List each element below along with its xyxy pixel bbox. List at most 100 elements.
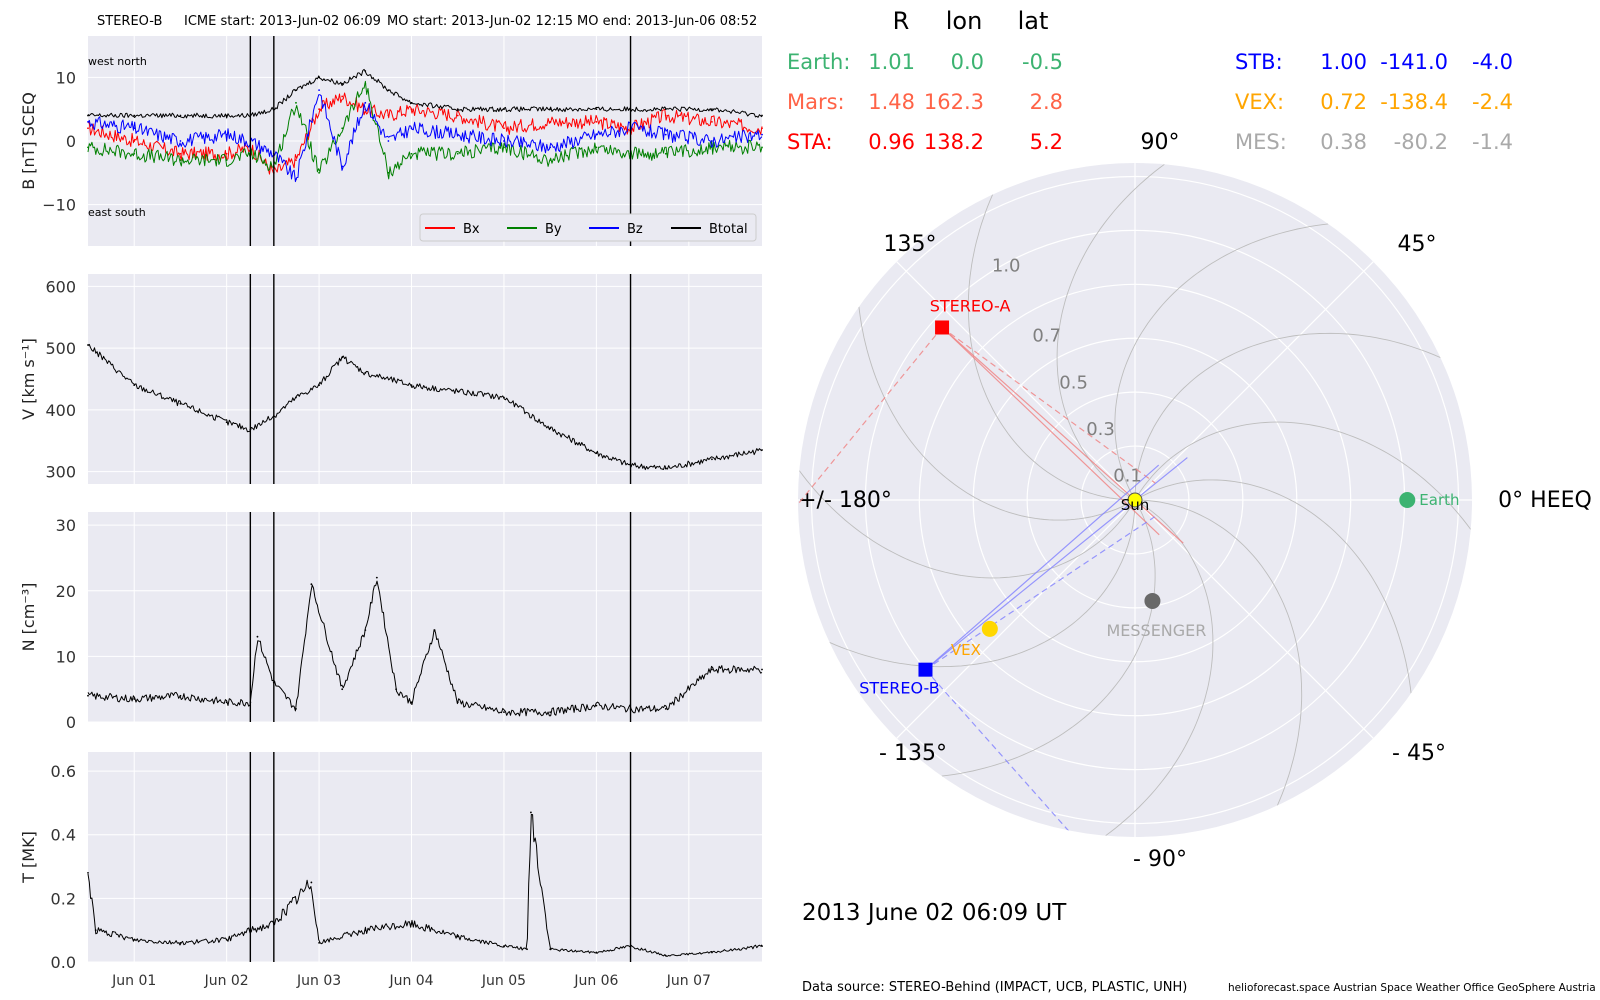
- table-row-left-lat: 2.8: [1030, 90, 1063, 114]
- angle-label-45: 45°: [1398, 232, 1437, 257]
- data-point: [318, 76, 320, 79]
- data-point: [456, 935, 459, 938]
- parker-spiral: [1114, 223, 1329, 501]
- sta-sunline: [941, 327, 1184, 544]
- x-tick-label: Jun 07: [666, 973, 711, 989]
- y-tick-label: 0.6: [51, 762, 76, 781]
- data-point: [87, 344, 89, 346]
- x-tick-label: Jun 06: [573, 973, 618, 989]
- header-spacecraft: STEREO-B: [97, 14, 162, 29]
- data-point: [410, 101, 413, 104]
- sta-fov-edge: [941, 327, 1160, 536]
- data-point: [318, 384, 320, 387]
- data-point: [133, 938, 136, 941]
- angle-label-m90: - 90°: [1133, 847, 1187, 872]
- data-point: [256, 635, 259, 638]
- data-point: [410, 922, 413, 925]
- data-point: [387, 171, 390, 174]
- data-point: [664, 467, 667, 470]
- data-point: [549, 146, 552, 149]
- data-point: [179, 942, 182, 944]
- data-point: [456, 114, 459, 117]
- table-header-lon: lon: [946, 7, 983, 35]
- data-point: [503, 146, 505, 149]
- data-point: [225, 114, 228, 117]
- data-point: [318, 171, 320, 174]
- data-point: [225, 421, 228, 424]
- data-point: [133, 384, 136, 387]
- header-icme-start: ICME start: 2013-Jun-02 06:09: [184, 14, 381, 29]
- x-tick-label: Jun 01: [111, 973, 156, 989]
- y-tick-label: 30: [56, 516, 76, 535]
- data-point: [549, 108, 552, 111]
- series-line-temperature: [87, 814, 763, 957]
- data-point: [395, 688, 398, 691]
- body-vex-label: VEX: [951, 641, 981, 659]
- data-point: [595, 951, 598, 954]
- series-line-velocity: [87, 343, 763, 471]
- data-point: [761, 127, 763, 130]
- data-point: [711, 458, 713, 461]
- polar-panel: 0° HEEQ 45° 90° 135° +/- 180° - 135° - 90° - 45…: [798, 130, 1592, 872]
- panel-background: [88, 274, 762, 484]
- data-point: [410, 108, 413, 111]
- parker-spiral: [1134, 479, 1412, 694]
- data-point: [318, 108, 320, 111]
- data-point: [179, 402, 182, 405]
- panel-velocity: 300 400 500 600 V [km s⁻¹]: [19, 274, 763, 484]
- data-point: [761, 114, 763, 117]
- data-point: [410, 127, 413, 130]
- header-mo-end: MO end: 2013-Jun-06 08:52: [577, 14, 757, 29]
- body-sun-label: Sun: [1121, 496, 1150, 514]
- data-point: [530, 811, 532, 814]
- data-point: [387, 114, 390, 117]
- data-point: [433, 629, 436, 632]
- data-point: [310, 583, 313, 586]
- data-point: [295, 707, 297, 710]
- legend-label-bx: Bx: [463, 222, 480, 237]
- panel-background: [88, 752, 762, 962]
- table-row-left-name: Earth:: [787, 50, 850, 74]
- y-tick-label: 400: [45, 401, 76, 420]
- table-row-left-lon: 0.0: [951, 50, 984, 74]
- data-point: [179, 140, 182, 142]
- y-tick-label: 0.4: [51, 826, 76, 845]
- data-point: [503, 945, 505, 947]
- data-point: [664, 114, 667, 117]
- x-tick-label: Jun 02: [204, 973, 249, 989]
- table-row-left-name: Mars:: [787, 90, 845, 114]
- data-point: [341, 95, 344, 98]
- parker-spiral: [941, 499, 1156, 777]
- angle-label-m45: - 45°: [1392, 741, 1446, 766]
- angle-label-90: 90°: [1141, 130, 1180, 155]
- data-point: [711, 140, 713, 142]
- data-point: [549, 711, 552, 714]
- data-point: [549, 159, 552, 161]
- y-tick-label: 0: [66, 132, 76, 151]
- data-point: [664, 707, 667, 710]
- parker-spiral: [1134, 421, 1472, 530]
- angle-label-135: 135°: [884, 232, 937, 257]
- data-point: [456, 152, 459, 155]
- data-point: [225, 938, 228, 941]
- y-axis-label: T [MK]: [19, 831, 38, 884]
- data-point: [341, 356, 344, 359]
- data-point: [456, 390, 459, 393]
- data-point: [341, 688, 344, 691]
- y-tick-label: 0: [66, 713, 76, 732]
- table-row-right-lon: -138.4: [1380, 90, 1448, 114]
- data-point: [375, 576, 378, 579]
- data-point: [387, 89, 390, 91]
- data-point: [179, 152, 182, 155]
- parker-spiral: [1134, 499, 1303, 806]
- table-row-left-lon: 162.3: [924, 90, 984, 114]
- data-point: [456, 108, 459, 111]
- angular-gridline: [1134, 261, 1374, 501]
- data-point: [295, 159, 297, 161]
- data-point: [761, 449, 763, 451]
- data-point: [364, 82, 367, 85]
- data-point: [664, 108, 667, 111]
- angle-label-m135: - 135°: [879, 741, 947, 766]
- data-point: [341, 82, 344, 85]
